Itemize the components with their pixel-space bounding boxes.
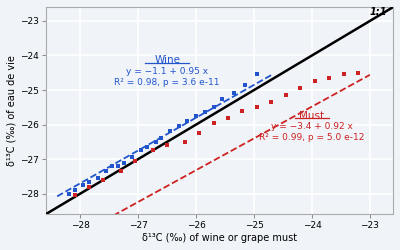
Y-axis label: δ¹³C (‰) of eau de vie: δ¹³C (‰) of eau de vie <box>7 55 17 166</box>
Point <box>164 143 170 147</box>
Point <box>312 80 318 84</box>
Point <box>193 114 199 118</box>
Text: y = −3.4 + 0.92 x: y = −3.4 + 0.92 x <box>271 122 353 131</box>
Point <box>138 148 144 152</box>
Point <box>71 193 78 197</box>
Point <box>254 72 260 76</box>
Point <box>150 148 156 152</box>
Point <box>219 97 225 101</box>
Text: Wine: Wine <box>154 56 180 66</box>
Point <box>283 93 289 97</box>
Point <box>196 131 202 135</box>
Point <box>144 145 150 149</box>
Point <box>202 110 208 114</box>
Point <box>80 183 86 187</box>
Text: R² = 0.98, p = 3.6 e-11: R² = 0.98, p = 3.6 e-11 <box>114 78 220 87</box>
Point <box>109 164 115 168</box>
Point <box>239 109 246 113</box>
Point <box>100 178 107 182</box>
Point <box>225 116 231 120</box>
Point <box>326 76 332 80</box>
Text: Must: Must <box>300 111 324 121</box>
Point <box>355 71 362 75</box>
Point <box>132 159 138 163</box>
Text: y = −1.1 + 0.95 x: y = −1.1 + 0.95 x <box>126 66 208 76</box>
Point <box>181 140 188 144</box>
Point <box>86 180 92 184</box>
Point <box>176 124 182 128</box>
X-axis label: δ¹³C (‰) of wine or grape must: δ¹³C (‰) of wine or grape must <box>142 233 297 243</box>
Point <box>210 105 217 109</box>
Point <box>94 176 101 180</box>
Point <box>167 130 173 134</box>
Point <box>71 188 78 192</box>
Point <box>184 119 191 123</box>
Point <box>297 86 304 90</box>
Point <box>268 100 275 104</box>
Point <box>254 105 260 109</box>
Point <box>120 160 127 164</box>
Point <box>115 164 121 168</box>
Point <box>86 185 92 189</box>
Text: 1:1: 1:1 <box>370 7 387 17</box>
Point <box>66 192 72 196</box>
Point <box>242 83 248 87</box>
Point <box>210 121 217 125</box>
Point <box>118 169 124 173</box>
Point <box>158 136 164 140</box>
Point <box>103 169 110 173</box>
Point <box>129 155 136 159</box>
Point <box>341 72 347 76</box>
Text: R² = 0.99, p = 5.0 e-12: R² = 0.99, p = 5.0 e-12 <box>259 133 365 142</box>
Point <box>152 140 159 144</box>
Point <box>230 92 237 96</box>
